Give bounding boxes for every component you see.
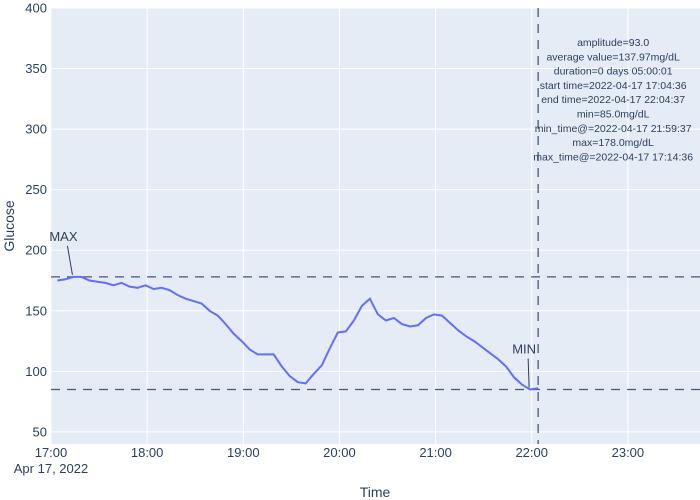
- stats-line: min=85.0mg/dL: [577, 109, 650, 121]
- x-tick-label: 20:00: [323, 445, 356, 460]
- y-tick-label: 150: [25, 303, 47, 318]
- x-tick-label: 21:00: [419, 445, 452, 460]
- x-axis-title: Time: [360, 484, 391, 500]
- stats-line: end time=2022-04-17 22:04:37: [541, 94, 685, 106]
- x-tick-label: 22:00: [515, 445, 548, 460]
- y-tick-label: 100: [25, 364, 47, 379]
- annotation-label: MAX: [49, 229, 78, 244]
- glucose-series-line: [57, 275, 539, 391]
- x-tick-labels: 17:00 18:00 19:00 20:00 21:00 22:00 23:00: [35, 445, 644, 460]
- annotation-arrow: [66, 245, 73, 275]
- stats-line: max=178.0mg/dL: [572, 137, 654, 149]
- x-tick-label: 17:00: [35, 445, 68, 460]
- annotation-label: MIN: [512, 342, 536, 357]
- reference-lines: [51, 8, 700, 444]
- stats-line: amplitude=93.0: [577, 37, 649, 49]
- x-tick-label: 19:00: [227, 445, 260, 460]
- stats-line: min_time@=2022-04-17 21:59:37: [535, 123, 692, 135]
- y-tick-label: 50: [33, 424, 47, 439]
- annotations: MAX MIN: [49, 229, 536, 388]
- y-tick-label: 300: [25, 122, 47, 137]
- stats-line: duration=0 days 05:00:01: [554, 66, 673, 78]
- y-axis-title: Glucose: [1, 200, 17, 252]
- stats-line: start time=2022-04-17 17:04:36: [540, 80, 687, 92]
- y-tick-label: 250: [25, 182, 47, 197]
- y-tick-label: 200: [25, 243, 47, 258]
- y-tick-label: 400: [25, 1, 47, 16]
- stats-line: average value=137.97mg/dL: [546, 51, 680, 63]
- x-tick-label: 23:00: [612, 445, 645, 460]
- y-tick-labels: 50 100 150 200 250 300 350 400: [25, 1, 47, 440]
- x-tick-label: 18:00: [131, 445, 164, 460]
- x-axis-date-label: Apr 17, 2022: [14, 461, 88, 476]
- annotation-arrow: [527, 358, 530, 388]
- stats-annotation: amplitude=93.0 average value=137.97mg/dL d…: [533, 37, 693, 163]
- y-tick-label: 350: [25, 61, 47, 76]
- stats-line: max_time@=2022-04-17 17:14:36: [533, 151, 693, 163]
